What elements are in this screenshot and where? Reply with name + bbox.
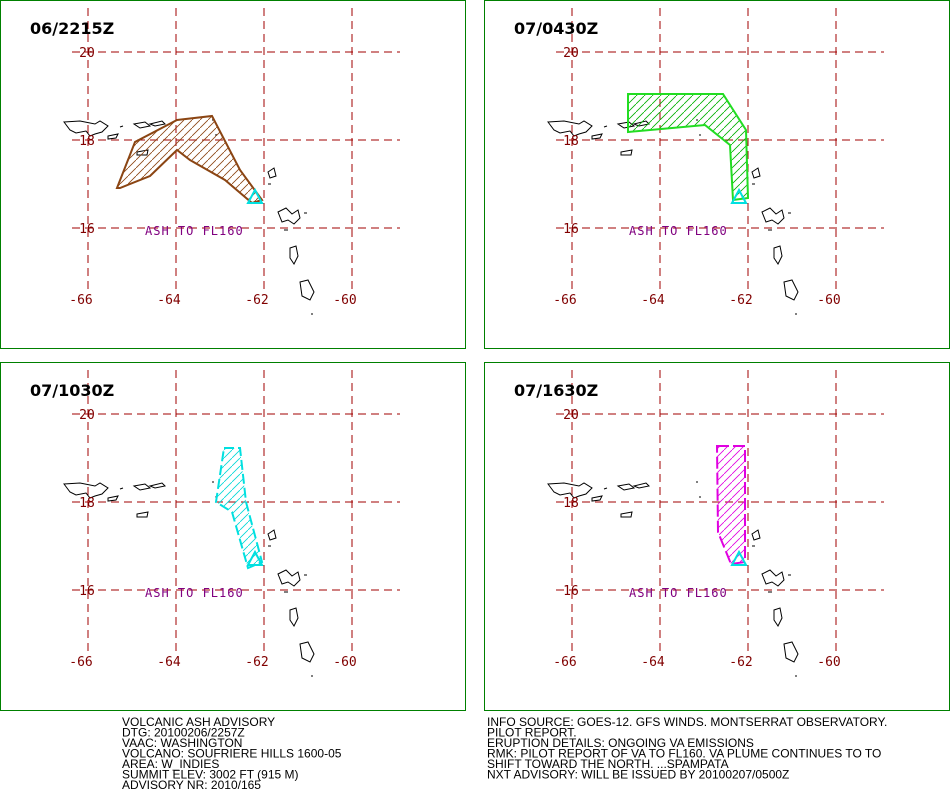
panel-title: 06/2215Z — [30, 19, 114, 38]
volcano — [730, 187, 748, 204]
info-line: VOLCANIC ASH ADVISORY — [122, 715, 275, 729]
volcano — [730, 549, 748, 566]
panel-frame — [0, 0, 466, 349]
ash-area — [627, 93, 750, 202]
annotation: ASH TO FL160 — [145, 224, 244, 238]
volcano — [246, 187, 264, 204]
lon-label: -66 — [69, 293, 92, 308]
lon-label: -60 — [333, 293, 356, 308]
lon-label: -62 — [245, 655, 268, 670]
info-line: DTG: 20100206/2257Z — [122, 726, 245, 740]
ash-area — [214, 447, 264, 570]
coastline — [547, 119, 799, 316]
lat-label: 20 — [79, 46, 95, 61]
info-line: VAAC: WASHINGTON — [122, 736, 242, 750]
map-panel: 06/2215Z 20 18 16 -66 -64 -62 -60 ASH TO FL160 — [0, 0, 466, 349]
info-line: VOLCANO: SOUFRIERE HILLS 1600-05 — [122, 747, 342, 761]
lon-label: -66 — [553, 293, 576, 308]
panel-frame — [0, 362, 466, 711]
map-panel: 07/1030Z 20 18 16 -66 -64 -62 -60 ASH TO FL160 — [0, 362, 466, 711]
lon-label: -64 — [641, 655, 665, 670]
lon-label: -60 — [333, 655, 356, 670]
map-panel: 07/0430Z 20 18 16 -66 -64 -62 -60 ASH TO FL160 — [484, 0, 950, 349]
lon-label: -66 — [69, 655, 92, 670]
lon-label: -64 — [157, 655, 181, 670]
lon-label: -60 — [817, 655, 840, 670]
info-line: INFO SOURCE: GOES-12. GFS WINDS. MONTSER… — [487, 715, 887, 729]
annotation: ASH TO FL160 — [629, 224, 728, 238]
coastline — [63, 481, 315, 678]
volcano — [246, 549, 264, 566]
lat-label: 16 — [79, 584, 95, 599]
annotation: ASH TO FL160 — [145, 586, 244, 600]
info-line: NXT ADVISORY: WILL BE ISSUED BY 20100207… — [487, 768, 789, 782]
info-line: SUMMIT ELEV: 3002 FT (915 M) — [122, 768, 299, 782]
lat-label: 18 — [79, 134, 95, 149]
lat-label: 20 — [563, 408, 579, 423]
panel-title: 07/1030Z — [30, 381, 114, 400]
lat-label: 20 — [79, 408, 95, 423]
lat-label: 20 — [563, 46, 579, 61]
ash-area — [115, 114, 264, 205]
info-line: RMK: PILOT REPORT OF VA TO FL160. VA PLU… — [487, 747, 881, 761]
lat-label: 16 — [79, 222, 95, 237]
lat-label: 18 — [79, 496, 95, 511]
annotation: ASH TO FL160 — [629, 586, 728, 600]
ash-area — [715, 445, 746, 566]
lon-label: -62 — [245, 293, 268, 308]
info-line: SHIFT TOWARD THE NORTH. ...SPAMPATA — [487, 757, 729, 771]
panel-title: 07/1630Z — [514, 381, 598, 400]
info-line: ERUPTION DETAILS: ONGOING VA EMISSIONS — [487, 736, 754, 750]
map-panel: 07/1630Z 20 18 16 -66 -64 -62 -60 ASH TO FL160 — [484, 362, 950, 711]
info-line: AREA: W_INDIES — [122, 757, 219, 771]
lon-label: -64 — [641, 293, 665, 308]
info-line: PILOT REPORT. — [487, 726, 577, 740]
lat-label: 16 — [563, 584, 579, 599]
lat-label: 18 — [563, 496, 579, 511]
lon-label: -60 — [817, 293, 840, 308]
lon-label: -64 — [157, 293, 181, 308]
lat-label: 16 — [563, 222, 579, 237]
lon-label: -62 — [729, 293, 752, 308]
lat-label: 18 — [563, 134, 579, 149]
coastline — [547, 481, 799, 678]
info-line: ADVISORY NR: 2010/165 — [122, 778, 261, 792]
lon-label: -62 — [729, 655, 752, 670]
panel-title: 07/0430Z — [514, 19, 598, 38]
lon-label: -66 — [553, 655, 576, 670]
